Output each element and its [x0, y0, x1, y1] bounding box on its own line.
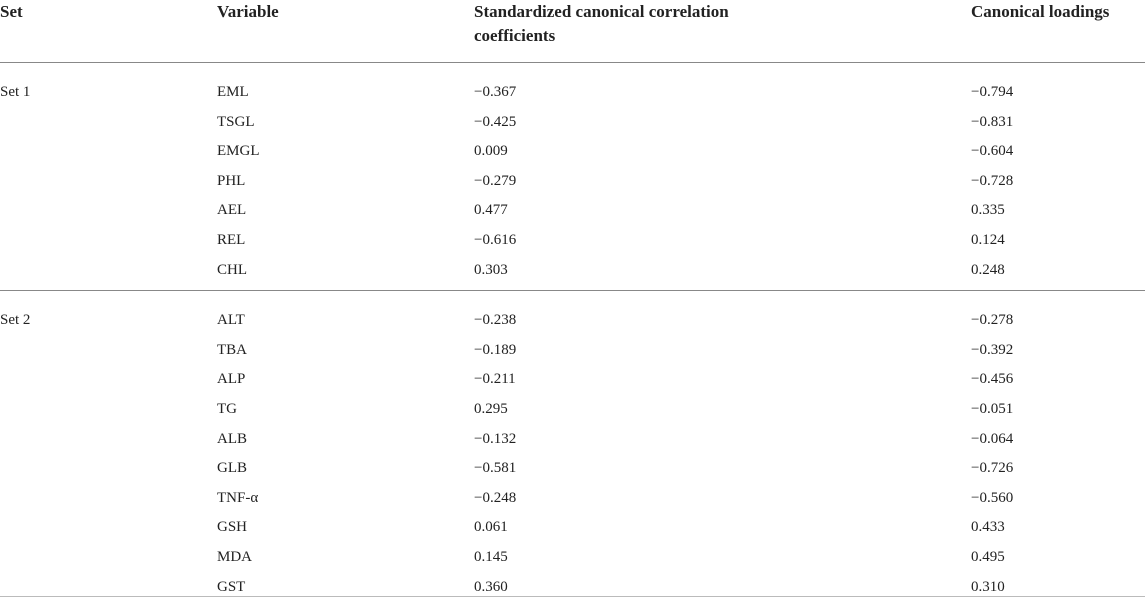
- loading-cell: 0.310: [971, 578, 1145, 607]
- table-row: ALB−0.132−0.064: [0, 430, 1145, 460]
- loading-cell: −0.456: [971, 370, 1145, 400]
- loading-cell: −0.728: [971, 172, 1145, 202]
- variable-cell: TG: [217, 400, 474, 430]
- loading-cell: −0.604: [971, 142, 1145, 172]
- variable-cell: TSGL: [217, 113, 474, 143]
- loading-cell: 0.248: [971, 261, 1145, 291]
- set-cell: [0, 113, 217, 143]
- coefficient-cell: 0.303: [474, 261, 971, 291]
- loading-cell: −0.278: [971, 291, 1145, 341]
- coefficient-cell: −0.425: [474, 113, 971, 143]
- set-cell: Set 1: [0, 63, 217, 113]
- coefficient-cell: 0.360: [474, 578, 971, 607]
- coefficient-cell: 0.009: [474, 142, 971, 172]
- loading-cell: −0.726: [971, 459, 1145, 489]
- table-row: TSGL−0.425−0.831: [0, 113, 1145, 143]
- coefficient-cell: −0.211: [474, 370, 971, 400]
- header-std-coefficients-line1: Standardized canonical correlation: [474, 0, 971, 24]
- coefficient-cell: 0.061: [474, 518, 971, 548]
- set-cell: [0, 370, 217, 400]
- set-cell: [0, 341, 217, 371]
- header-row: Set Variable Standardized canonical corr…: [0, 0, 1145, 63]
- variable-cell: GSH: [217, 518, 474, 548]
- coefficient-cell: −0.581: [474, 459, 971, 489]
- coefficient-cell: −0.279: [474, 172, 971, 202]
- loading-cell: −0.560: [971, 489, 1145, 519]
- table-row: TNF-α−0.248−0.560: [0, 489, 1145, 519]
- variable-cell: EML: [217, 63, 474, 113]
- loading-cell: −0.831: [971, 113, 1145, 143]
- set-cell: [0, 400, 217, 430]
- set-cell: [0, 548, 217, 578]
- set-cell: Set 2: [0, 291, 217, 341]
- loading-cell: 0.335: [971, 201, 1145, 231]
- loading-cell: 0.433: [971, 518, 1145, 548]
- loading-cell: −0.392: [971, 341, 1145, 371]
- set-cell: [0, 261, 217, 291]
- variable-cell: TBA: [217, 341, 474, 371]
- set-cell: [0, 489, 217, 519]
- set-cell: [0, 430, 217, 460]
- variable-cell: ALP: [217, 370, 474, 400]
- coefficient-cell: −0.238: [474, 291, 971, 341]
- variable-cell: ALB: [217, 430, 474, 460]
- set-cell: [0, 172, 217, 202]
- table-row: PHL−0.279−0.728: [0, 172, 1145, 202]
- set-cell: [0, 201, 217, 231]
- coefficient-cell: 0.295: [474, 400, 971, 430]
- set-cell: [0, 231, 217, 261]
- header-std-coefficients-line2: coefficients: [474, 24, 971, 48]
- variable-cell: AEL: [217, 201, 474, 231]
- variable-cell: REL: [217, 231, 474, 261]
- variable-cell: GLB: [217, 459, 474, 489]
- loading-cell: 0.124: [971, 231, 1145, 261]
- set-cell: [0, 459, 217, 489]
- coefficient-cell: −0.367: [474, 63, 971, 113]
- loading-cell: −0.794: [971, 63, 1145, 113]
- loading-cell: 0.495: [971, 548, 1145, 578]
- variable-cell: ALT: [217, 291, 474, 341]
- coefficient-cell: 0.477: [474, 201, 971, 231]
- header-set: Set: [0, 0, 217, 63]
- coefficient-cell: −0.616: [474, 231, 971, 261]
- variable-cell: PHL: [217, 172, 474, 202]
- variable-cell: GST: [217, 578, 474, 607]
- header-std-coefficients: Standardized canonical correlation coeff…: [474, 0, 971, 63]
- coefficient-cell: 0.145: [474, 548, 971, 578]
- loading-cell: −0.051: [971, 400, 1145, 430]
- variable-cell: CHL: [217, 261, 474, 291]
- set-cell: [0, 578, 217, 607]
- coefficient-cell: −0.132: [474, 430, 971, 460]
- table-row: GLB−0.581−0.726: [0, 459, 1145, 489]
- header-canonical-loadings: Canonical loadings: [971, 0, 1145, 63]
- table-row: TBA−0.189−0.392: [0, 341, 1145, 371]
- coefficient-cell: −0.248: [474, 489, 971, 519]
- coefficient-cell: −0.189: [474, 341, 971, 371]
- set-cell: [0, 518, 217, 548]
- variable-cell: EMGL: [217, 142, 474, 172]
- header-variable: Variable: [217, 0, 474, 63]
- table-row: ALP−0.211−0.456: [0, 370, 1145, 400]
- variable-cell: MDA: [217, 548, 474, 578]
- set-cell: [0, 142, 217, 172]
- variable-cell: TNF-α: [217, 489, 474, 519]
- loading-cell: −0.064: [971, 430, 1145, 460]
